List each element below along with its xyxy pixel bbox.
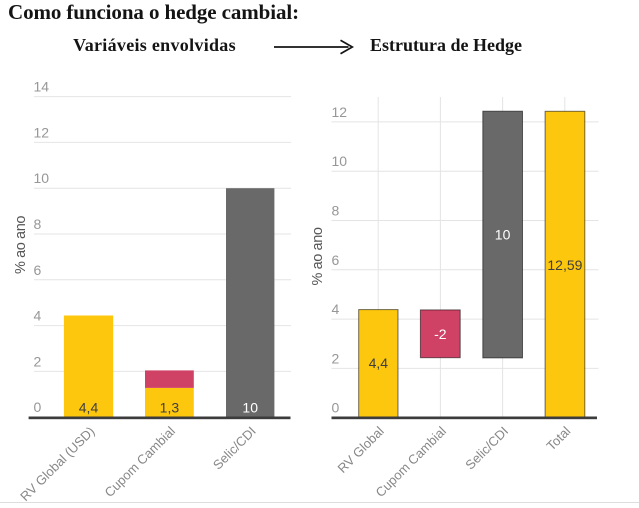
svg-text:14: 14 <box>34 79 50 95</box>
svg-text:-2: -2 <box>434 326 447 342</box>
svg-text:10: 10 <box>495 227 511 243</box>
svg-text:Selic/CDI: Selic/CDI <box>462 424 511 473</box>
svg-text:12: 12 <box>34 124 50 140</box>
svg-text:4,4: 4,4 <box>369 355 389 371</box>
svg-text:2: 2 <box>332 350 340 366</box>
svg-text:RV Global: RV Global <box>334 423 386 475</box>
svg-text:12,59: 12,59 <box>547 257 582 273</box>
svg-text:RV Global (USD): RV Global (USD) <box>17 424 97 504</box>
svg-text:0: 0 <box>34 399 42 415</box>
svg-text:4: 4 <box>332 301 340 317</box>
svg-text:6: 6 <box>34 262 42 278</box>
svg-text:2: 2 <box>34 353 42 369</box>
svg-text:6: 6 <box>332 252 340 268</box>
svg-text:10: 10 <box>332 153 348 169</box>
svg-text:1,3: 1,3 <box>160 400 180 416</box>
svg-text:10: 10 <box>242 400 258 416</box>
svg-text:0: 0 <box>332 400 340 416</box>
svg-text:Cupom Cambial: Cupom Cambial <box>102 423 179 500</box>
svg-text:Selic/CDI: Selic/CDI <box>210 424 259 473</box>
svg-text:4,4: 4,4 <box>79 400 99 416</box>
svg-text:10: 10 <box>34 170 50 186</box>
svg-text:8: 8 <box>332 203 340 219</box>
svg-text:% ao ano: % ao ano <box>310 227 326 285</box>
svg-text:8: 8 <box>34 216 42 232</box>
svg-text:Total: Total <box>543 423 573 453</box>
svg-text:4: 4 <box>34 308 42 324</box>
svg-text:% ao ano: % ao ano <box>13 216 29 274</box>
svg-text:12: 12 <box>332 104 348 120</box>
